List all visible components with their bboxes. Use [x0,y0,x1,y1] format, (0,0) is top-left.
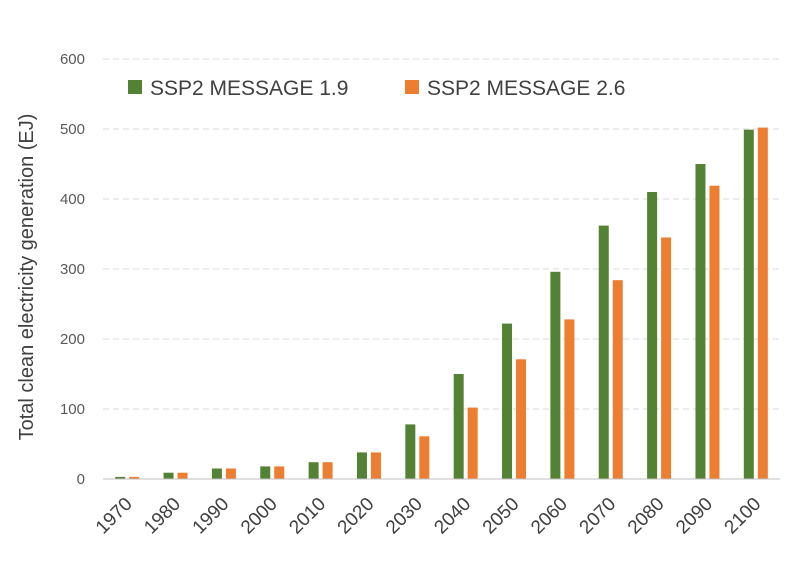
bar-message-2-6-1980 [177,472,188,479]
x-tick-label: 1980 [140,494,185,539]
legend-swatch [405,80,419,94]
y-tick-label: 600 [60,51,85,68]
x-tick-label: 2100 [721,494,766,539]
bar-message-2-6-2040 [467,407,478,479]
x-tick-label: 2060 [527,494,572,539]
bar-message-2-6-2070 [612,280,623,479]
bar-message-1-9-2050 [502,323,513,479]
legend-label: SSP2 MESSAGE 1.9 [150,77,348,100]
bar-message-1-9-2020 [356,452,367,479]
y-axis-tick-labels: 0 100 200 300 400 500 600 [60,51,85,488]
x-tick-label: 2010 [285,494,330,539]
legend: SSP2 MESSAGE 1.9 SSP2 MESSAGE 2.6 [128,77,625,100]
bar-message-1-9-2010 [308,462,319,479]
bar-message-2-6-1970 [129,476,140,479]
y-tick-label: 400 [60,191,85,208]
x-tick-label: 2070 [576,494,621,539]
x-tick-label: 2020 [334,494,379,539]
x-tick-label: 1970 [92,494,137,539]
bar-message-1-9-2100 [743,129,754,479]
x-tick-label: 2090 [672,494,717,539]
bar-message-2-6-2090 [709,185,720,479]
bar-message-2-6-2030 [419,436,430,479]
gridlines [103,58,780,410]
y-tick-label: 100 [60,401,85,418]
x-tick-label: 2080 [624,494,669,539]
y-tick-label: 0 [77,471,85,488]
legend-swatch [128,80,142,94]
bar-message-2-6-2080 [661,237,672,479]
y-tick-label: 500 [60,121,85,138]
bar-message-1-9-2060 [550,271,561,479]
bar-message-1-9-1970 [115,476,126,479]
legend-label: SSP2 MESSAGE 2.6 [427,77,625,100]
x-tick-label: 2050 [479,494,524,539]
bar-message-1-9-2000 [260,466,271,479]
bar-message-2-6-1990 [225,468,236,479]
bar-message-1-9-2070 [598,225,609,479]
y-tick-label: 300 [60,261,85,278]
y-axis-label: Total clean electricity generation (EJ) [16,114,38,441]
x-axis-tick-labels: 1970 1980 1990 2000 2010 2020 2030 2040 2050 2060… [92,494,765,539]
x-tick-label: 1990 [189,494,234,539]
bar-message-1-9-2030 [405,424,416,479]
bar-message-1-9-2040 [453,374,464,479]
x-tick-label: 2000 [237,494,282,539]
bar-message-2-6-2100 [757,127,768,479]
bar-message-2-6-2000 [274,466,285,479]
y-tick-label: 200 [60,331,85,348]
x-tick-label: 2030 [382,494,427,539]
bar-message-2-6-2020 [370,452,381,479]
x-tick-label: 2040 [430,494,475,539]
bar-message-2-6-2050 [516,359,527,479]
bar-message-1-9-1990 [211,468,222,479]
bar-message-2-6-2010 [322,462,333,479]
bar-message-1-9-2080 [647,192,658,479]
bar-message-1-9-2090 [695,164,706,479]
bar-message-1-9-1980 [163,472,174,479]
bar-message-2-6-2060 [564,319,575,479]
bars [115,127,768,479]
